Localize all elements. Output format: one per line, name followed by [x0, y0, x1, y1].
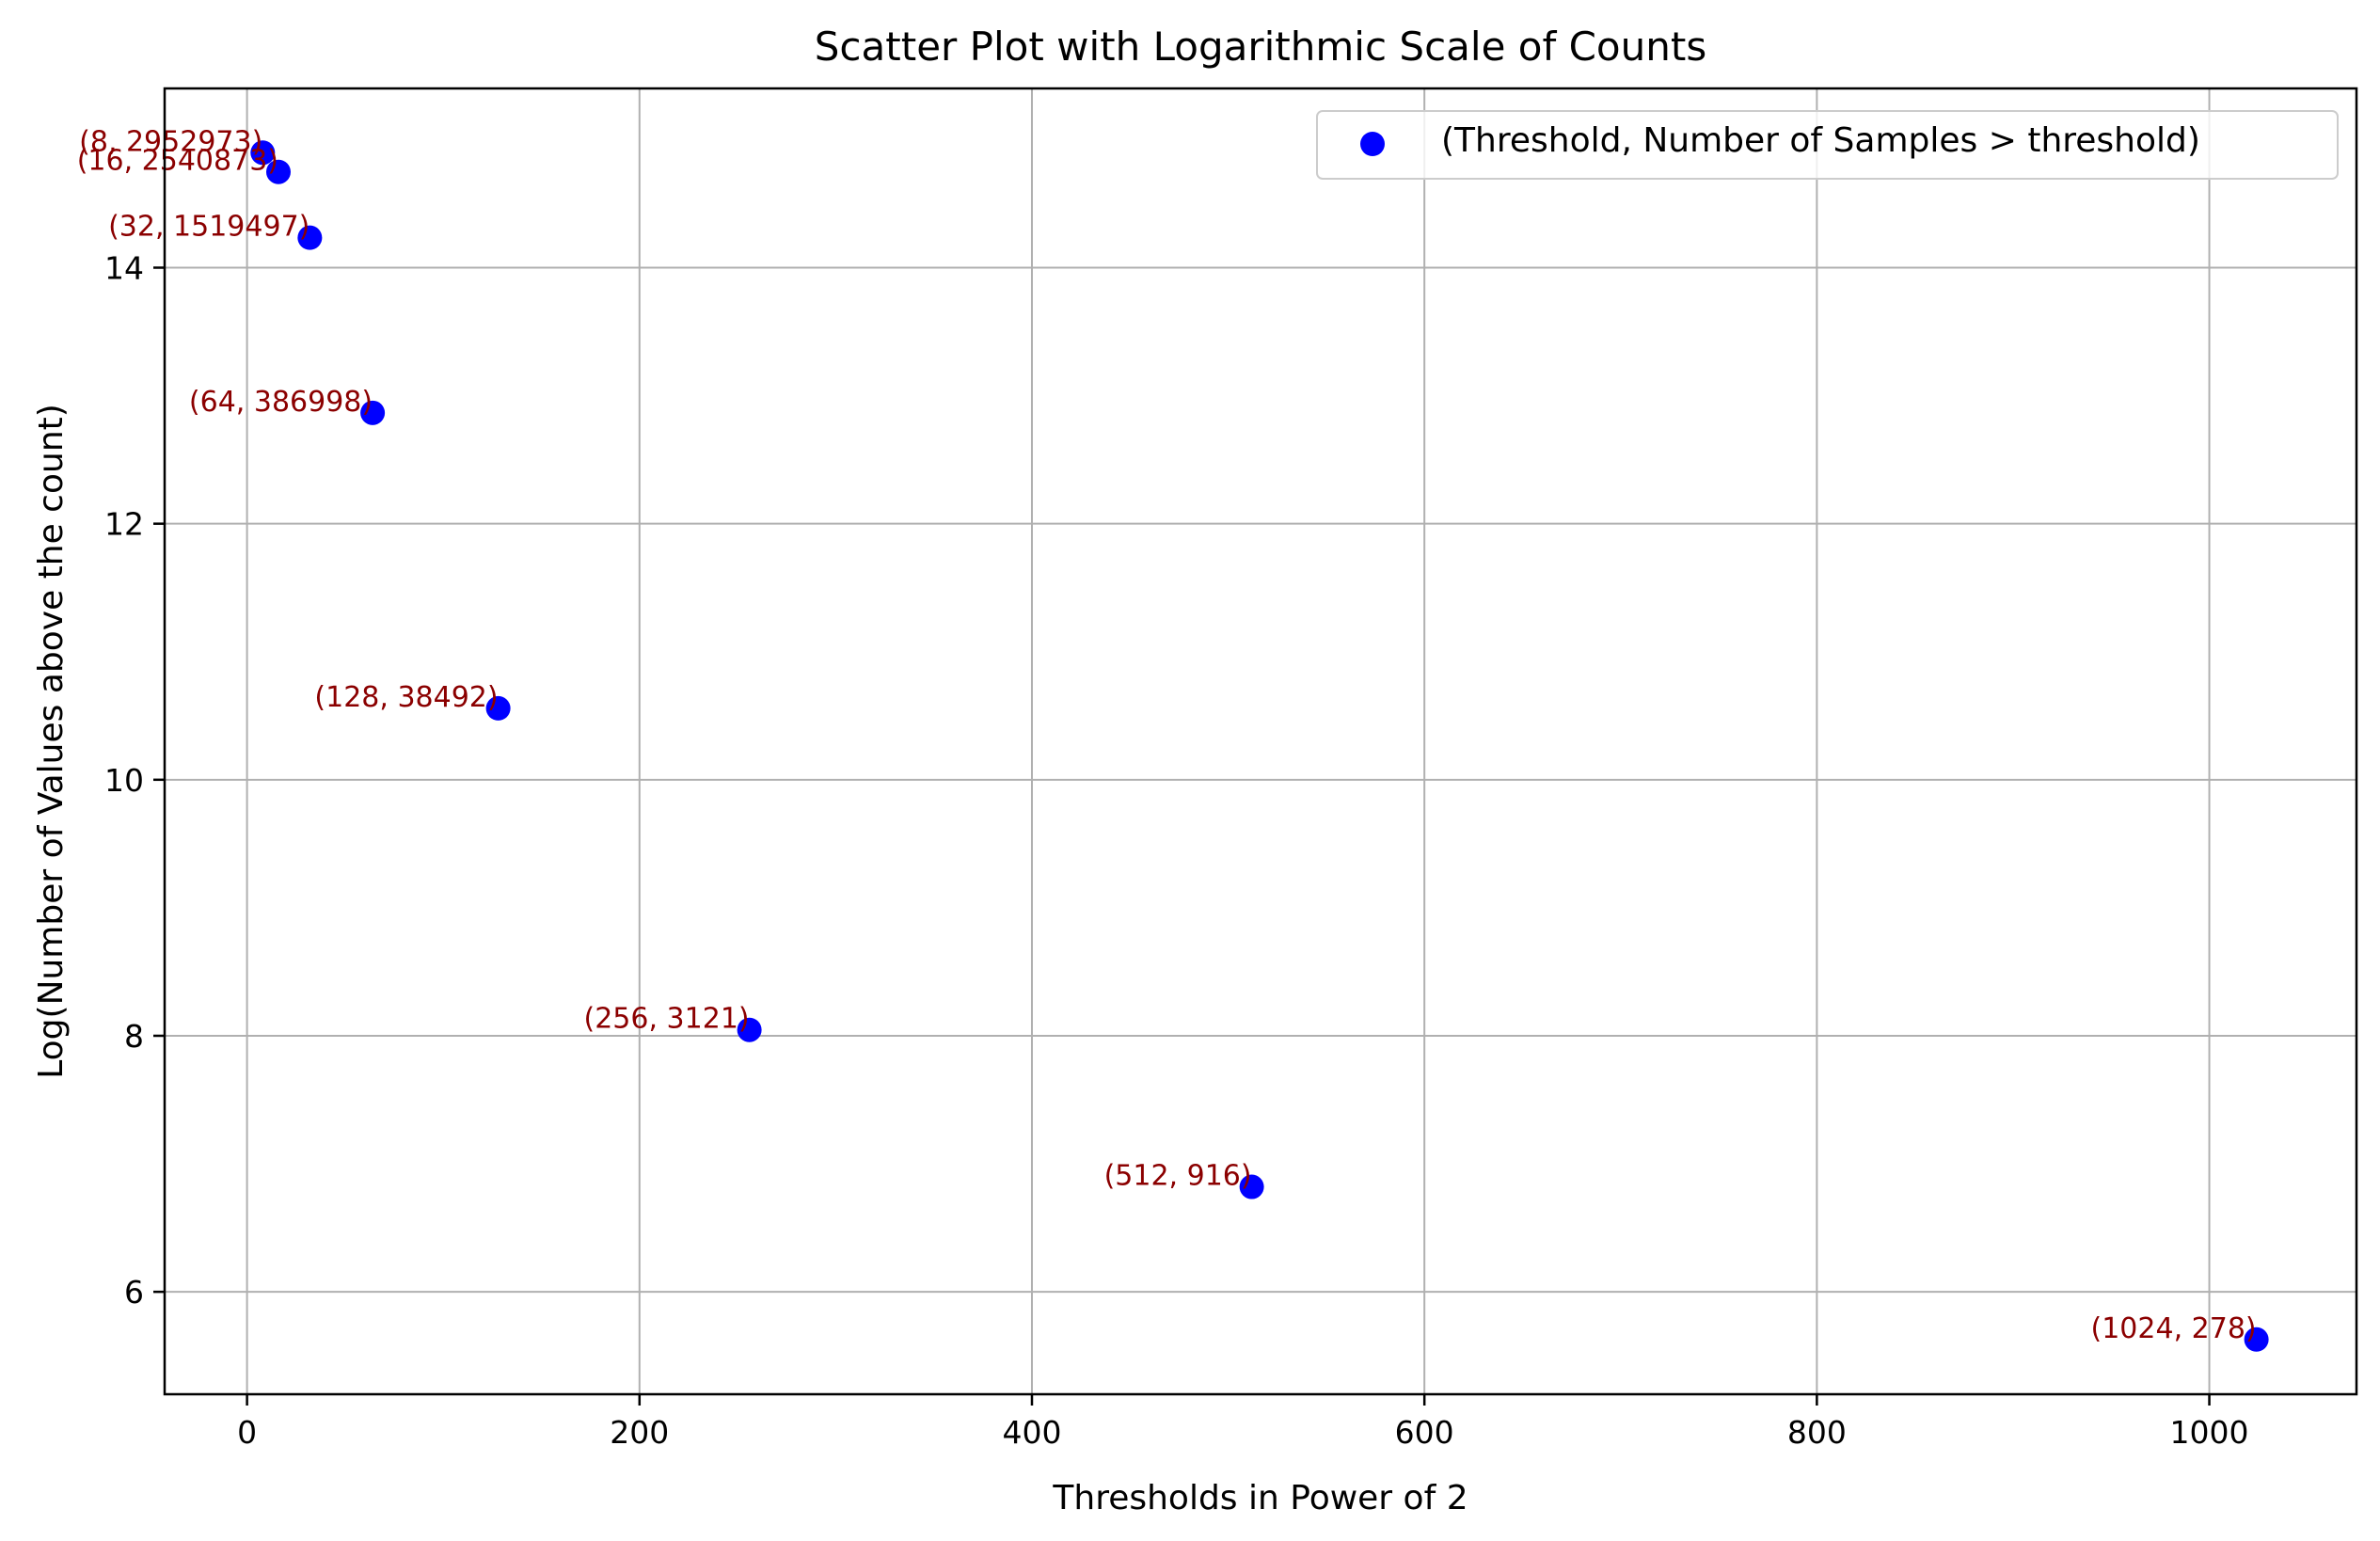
legend-marker [1360, 132, 1385, 156]
y-tick-label: 14 [104, 250, 144, 287]
legend: (Threshold, Number of Samples > threshol… [1316, 110, 2339, 180]
x-tick-label: 600 [1395, 1414, 1454, 1451]
x-tick-label: 400 [1002, 1414, 1061, 1451]
y-tick-label: 8 [124, 1018, 144, 1055]
legend-entry: (Threshold, Number of Samples > threshol… [1441, 121, 2200, 160]
y-axis-label: Log(Number of Values above the count) [32, 404, 71, 1079]
x-tick-label: 800 [1787, 1414, 1847, 1451]
point-label: (512, 916) [1104, 1160, 1252, 1193]
scatter-point [250, 140, 276, 166]
point-label: (256, 3121) [584, 1003, 750, 1036]
data-points [250, 140, 2269, 1352]
scatter-point [737, 1017, 762, 1042]
y-tick-label: 12 [104, 506, 144, 543]
point-label: (16, 2540873) [77, 145, 278, 178]
y-tick-label: 6 [124, 1274, 144, 1311]
scatter-point [297, 225, 323, 250]
x-tick-label: 0 [237, 1414, 257, 1451]
x-tick-label: 200 [610, 1414, 669, 1451]
grid-lines [165, 88, 2356, 1394]
scatter-point [485, 695, 511, 721]
point-labels: (8, 2952973)(16, 2540873) (32, 1519497) (6… [77, 125, 2257, 1344]
x-tick-label: 1000 [2170, 1414, 2249, 1451]
axis-ticks: 0 200 400 600 800 1000 6 8 10 12 14 [104, 250, 2249, 1451]
legend-box [1316, 110, 2339, 180]
point-label: (32, 1519497) [108, 211, 309, 244]
scatter-point [265, 159, 291, 184]
point-label: (8, 2952973) [79, 125, 262, 158]
point-label: (128, 38492) [314, 681, 498, 714]
scatter-point [1239, 1174, 1264, 1199]
x-axis-label: Thresholds in Power of 2 [1052, 1479, 1468, 1517]
scatter-point [360, 400, 386, 425]
chart-title: Scatter Plot with Logarithmic Scale of C… [815, 24, 1706, 70]
y-tick-label: 10 [104, 762, 144, 799]
plot-frame [163, 87, 2358, 1396]
point-label: (64, 386998) [189, 386, 373, 419]
point-label: (1024, 278) [2091, 1312, 2257, 1345]
scatter-point [2244, 1327, 2269, 1352]
